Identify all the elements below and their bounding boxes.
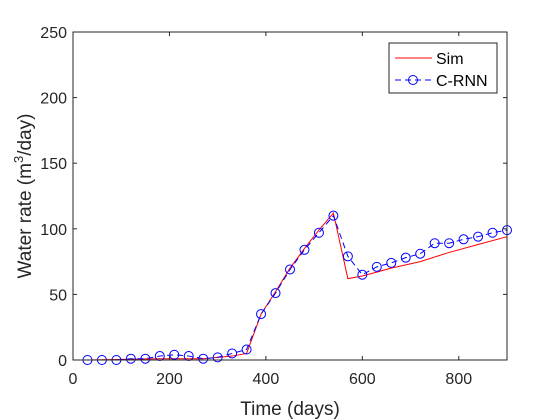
point-c-rnn-13 (270, 288, 281, 299)
x-tick-label-600: 600 (349, 371, 376, 388)
point-c-rnn-22 (400, 252, 411, 263)
point-c-rnn-8 (198, 353, 209, 364)
axes-box (72, 31, 508, 361)
y-axis-ticks: 0 50 100 150 200 250 (40, 25, 507, 370)
point-c-rnn-16 (313, 227, 324, 238)
point-c-rnn-25 (444, 238, 455, 249)
y-axis-title: Water rate (m3/day) (11, 114, 36, 279)
x-axis-ticks: 0 200 400 600 800 (69, 32, 472, 388)
point-c-rnn-23 (415, 248, 426, 259)
y-tick-label-100: 100 (40, 222, 67, 239)
point-c-rnn-9 (212, 352, 223, 363)
point-c-rnn-27 (473, 231, 484, 242)
legend-crnn-label: C-RNN (436, 73, 488, 90)
x-tick-label-0: 0 (69, 371, 78, 388)
y-tick-label-150: 150 (40, 156, 67, 173)
point-c-rnn-12 (256, 309, 267, 320)
legend-sim-label: Sim (436, 51, 464, 68)
point-c-rnn-11 (241, 344, 252, 355)
legend-box (388, 42, 498, 94)
y-tick-label-0: 0 (58, 353, 67, 370)
point-c-rnn-18 (342, 251, 353, 262)
point-c-rnn-20 (371, 261, 382, 272)
point-c-rnn-26 (458, 234, 469, 245)
legend: Sim C-RNN (388, 42, 498, 94)
y-tick-label-200: 200 (40, 91, 67, 108)
point-c-rnn-28 (487, 227, 498, 238)
y-axis-title-suffix: /day) (15, 114, 36, 156)
legend-crnn-marker (408, 75, 418, 85)
point-c-rnn-3 (125, 353, 136, 364)
y-tick-label-50: 50 (49, 287, 67, 304)
axes-layer (72, 31, 508, 361)
y-axis-title-superscript: 3 (11, 156, 26, 163)
point-c-rnn-24 (429, 238, 440, 249)
y-axis-title-prefix: Water rate (m (15, 163, 36, 278)
series-line-c-rnn (87, 214, 508, 361)
point-c-rnn-7 (183, 351, 194, 362)
point-c-rnn-17 (328, 210, 339, 221)
point-c-rnn-19 (357, 269, 368, 280)
point-c-rnn-21 (386, 257, 397, 268)
x-tick-label-400: 400 (253, 371, 280, 388)
point-c-rnn-14 (285, 264, 295, 275)
x-axis-title: Time (days) (240, 399, 340, 420)
x-tick-label-200: 200 (156, 371, 183, 388)
point-c-rnn-5 (154, 351, 165, 362)
point-c-rnn-15 (299, 244, 310, 255)
point-c-rnn-6 (169, 349, 180, 360)
y-tick-label-250: 250 (40, 25, 67, 42)
point-c-rnn-4 (140, 353, 151, 364)
x-tick-label-800: 800 (445, 371, 472, 388)
point-c-rnn-10 (227, 348, 238, 359)
